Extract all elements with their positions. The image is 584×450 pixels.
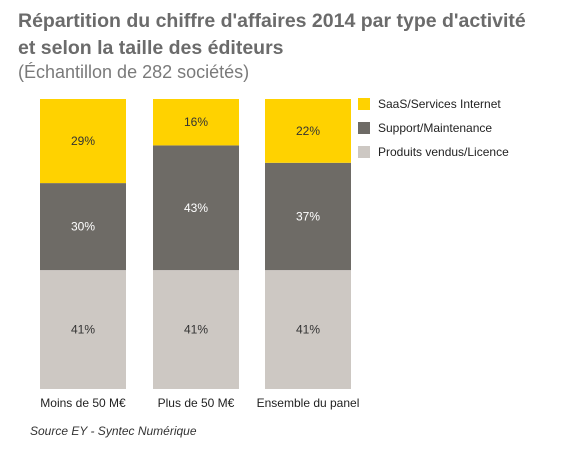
data-label: 29% [71, 134, 95, 148]
bar-segment [153, 270, 239, 389]
legend: SaaS/Services Internet Support/Maintenanc… [358, 97, 509, 159]
data-label: 37% [296, 209, 320, 223]
data-label: 43% [184, 201, 208, 215]
data-label: 22% [296, 124, 320, 138]
category-label: Moins de 50 M€ [40, 396, 126, 410]
chart-title: Répartition du chiffre d'affaires 2014 p… [18, 8, 578, 62]
bar-segment [40, 183, 126, 271]
legend-label: Support/Maintenance [378, 121, 492, 135]
chart-title-line-2: et selon la taille des éditeurs [18, 37, 284, 59]
legend-label: SaaS/Services Internet [378, 97, 501, 111]
bar-segment [265, 162, 351, 271]
bar-segment [265, 270, 351, 389]
data-label: 30% [71, 220, 95, 234]
bar-segment [40, 99, 126, 184]
bar-segment [40, 270, 126, 389]
chart-subtitle: (Échantillon de 282 sociétés) [18, 62, 250, 82]
legend-label: Produits vendus/Licence [378, 145, 509, 159]
bars-group: 41% 30% 29% 41% 43% 16% 41% 37% 22% [40, 99, 351, 389]
legend-swatch [358, 98, 370, 110]
category-labels: Moins de 50 M€ Plus de 50 M€ Ensemble du p… [40, 396, 359, 410]
category-label: Ensemble du panel [257, 396, 360, 410]
data-label: 41% [184, 323, 208, 337]
bar-segment [153, 99, 239, 146]
chart-title-line-1: Répartition du chiffre d'affaires 2014 p… [18, 10, 526, 32]
legend-swatch [358, 146, 370, 158]
data-label: 16% [184, 115, 208, 129]
bar-segment [265, 99, 351, 163]
category-label: Plus de 50 M€ [158, 396, 235, 410]
bar-segment [153, 145, 239, 271]
data-label: 41% [71, 323, 95, 337]
source-note: Source EY - Syntec Numérique [30, 424, 197, 438]
legend-swatch [358, 122, 370, 134]
data-label: 41% [296, 323, 320, 337]
